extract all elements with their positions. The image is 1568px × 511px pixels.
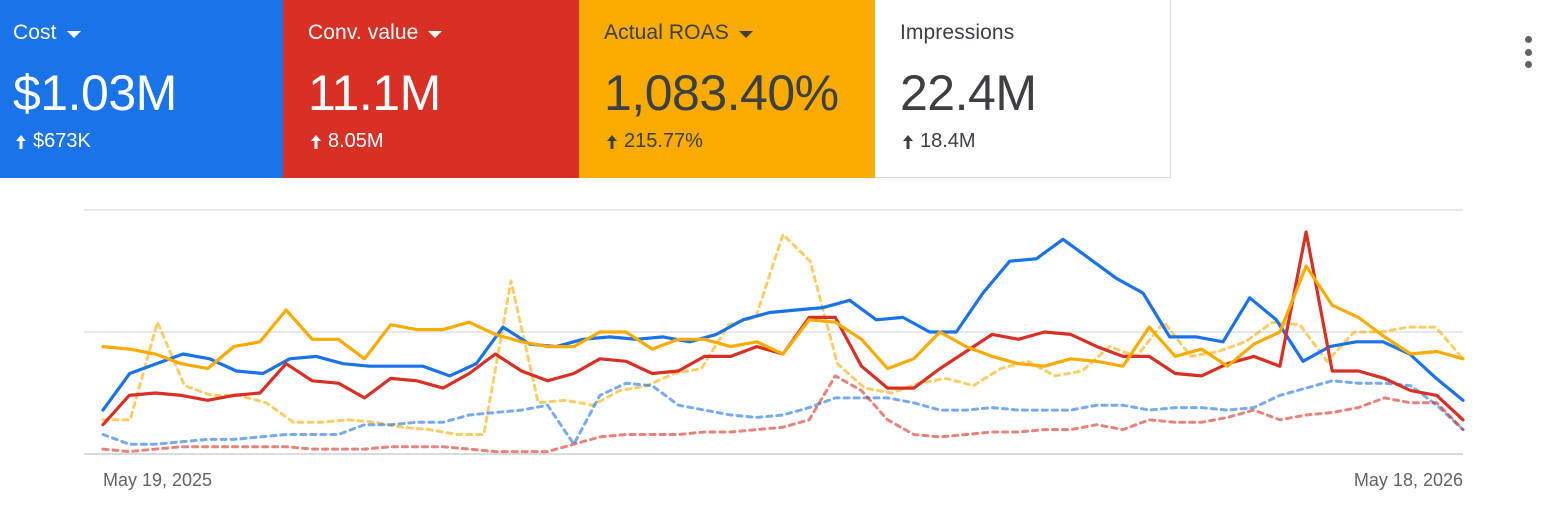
scorecard-label-row[interactable]: Conv. value <box>308 20 579 46</box>
scorecard-impressions[interactable]: Impressions 22.4M 18.4M <box>875 0 1171 178</box>
x-tick-end: May 18, 2026 <box>1354 470 1463 490</box>
scorecard-value: 22.4M <box>900 65 1037 121</box>
scorecard-delta: 8.05M <box>308 130 579 153</box>
scorecard-label: Cost <box>13 21 57 44</box>
scorecard-delta: $673K <box>13 130 283 153</box>
scorecard-conv-value[interactable]: Conv. value 11.1M 8.05M <box>283 0 579 178</box>
scorecard-value: $1.03M <box>13 65 177 121</box>
scorecard-row: Cost $1.03M $673K Conv. value 11.1M 8.05… <box>0 0 1171 178</box>
scorecard-cost[interactable]: Cost $1.03M $673K <box>0 0 283 178</box>
scorecard-value: 11.1M <box>308 65 441 121</box>
series-line-5 <box>101 374 1465 454</box>
scorecard-label-row[interactable]: Actual ROAS <box>604 20 875 46</box>
scorecard-label-row: Impressions <box>900 20 1170 46</box>
scorecard-label: Actual ROAS <box>604 21 729 44</box>
series-line-1 <box>101 230 1465 427</box>
dropdown-arrow-icon[interactable] <box>428 31 443 38</box>
scorecard-delta-value: 18.4M <box>920 130 976 152</box>
scorecard-value: 1,083.40% <box>604 65 839 121</box>
arrow-up-icon <box>16 134 26 149</box>
scorecard-delta: 18.4M <box>900 130 1170 153</box>
arrow-up-icon <box>903 134 913 149</box>
dropdown-arrow-icon[interactable] <box>738 31 753 38</box>
more-vert-icon[interactable] <box>1516 36 1540 68</box>
scorecard-label: Conv. value <box>308 21 419 44</box>
menu-dot <box>1524 61 1532 68</box>
series-line-4 <box>101 379 1465 446</box>
series-line-3 <box>101 232 1465 436</box>
scorecard-delta-value: 8.05M <box>328 130 384 152</box>
scorecard-delta-value: 215.77% <box>624 130 703 152</box>
chart-grid <box>84 209 1463 455</box>
arrow-up-icon <box>311 134 321 149</box>
menu-dot <box>1524 36 1532 43</box>
scorecard-delta-value: $673K <box>33 130 91 152</box>
scorecard-label-row[interactable]: Cost <box>13 20 283 46</box>
line-chart: May 19, 2025 May 18, 2026 <box>84 209 1465 490</box>
scorecard-delta: 215.77% <box>604 130 875 153</box>
series-line-2 <box>101 264 1465 371</box>
dropdown-arrow-icon[interactable] <box>66 31 81 38</box>
arrow-up-icon <box>607 134 617 149</box>
chart-x-ticks: May 19, 2025 May 18, 2026 <box>103 470 1463 490</box>
scorecard-actual-roas[interactable]: Actual ROAS 1,083.40% 215.77% <box>579 0 875 178</box>
menu-dot <box>1524 48 1532 56</box>
scorecard-label: Impressions <box>900 21 1015 44</box>
x-tick-start: May 19, 2025 <box>103 470 212 490</box>
chart-series <box>101 230 1465 454</box>
series-line-0 <box>101 237 1465 412</box>
